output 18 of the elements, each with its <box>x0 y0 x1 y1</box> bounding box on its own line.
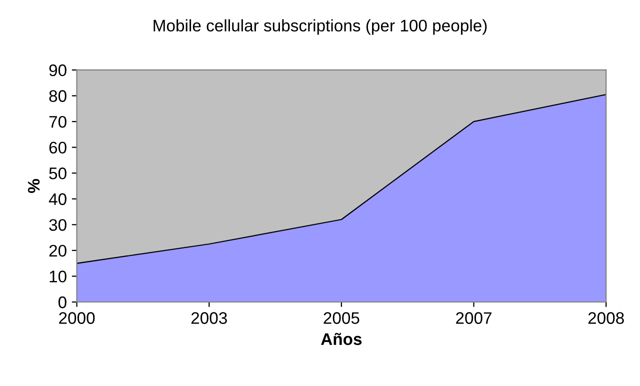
y-tick-label: 20 <box>49 244 66 257</box>
y-tick-label: 0 <box>58 296 66 308</box>
y-tick-label: 40 <box>48 193 66 206</box>
y-tick-label: 70 <box>49 116 66 128</box>
x-tick-label: 2005 <box>324 312 360 324</box>
y-tick-label: 80 <box>49 90 66 102</box>
y-tick-label: 90 <box>49 64 66 76</box>
y-tick-label: 30 <box>49 219 66 231</box>
x-tick-label: 2000 <box>59 312 95 324</box>
y-tick-label: 60 <box>49 142 66 154</box>
y-tick-label: 50 <box>49 168 66 180</box>
y-tick-label: 10 <box>50 270 66 282</box>
x-tick-label: 2008 <box>588 312 624 324</box>
chart-title: Mobile cellular subscriptions (per 100 people) <box>154 19 487 35</box>
x-tick-label: 2003 <box>191 312 227 324</box>
x-tick-label: 2007 <box>456 312 492 324</box>
y-axis-title: % <box>28 179 40 193</box>
x-axis-title: Años <box>321 332 362 346</box>
